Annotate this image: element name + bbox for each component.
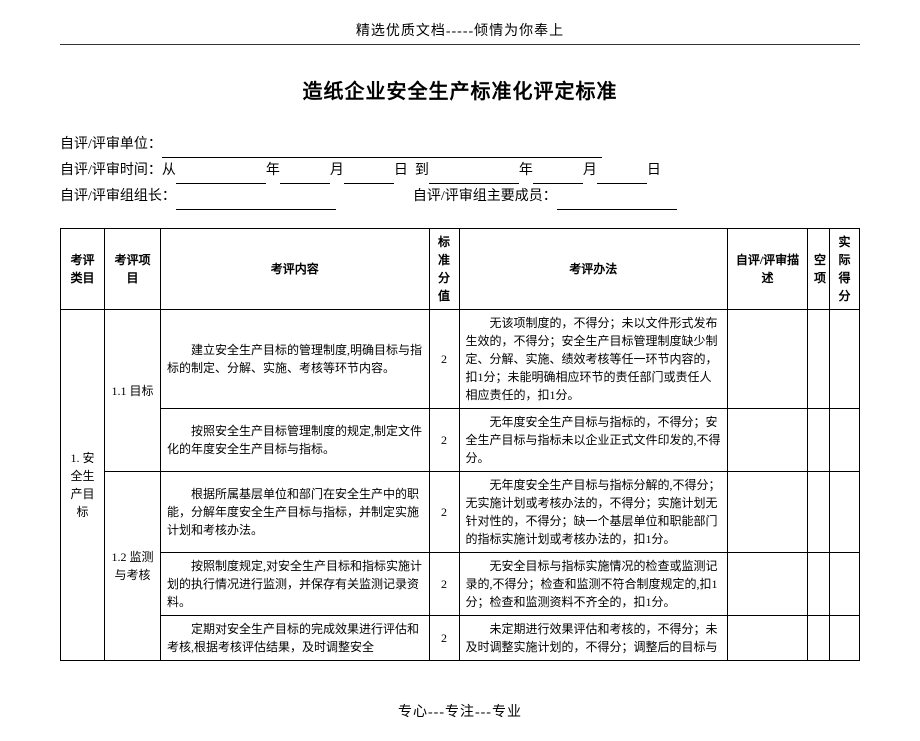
cell-content: 按照制度规定,对安全生产目标和指标实施计划的执行情况进行监测，并保存有关监测记录…: [161, 553, 430, 616]
year1: 年: [266, 163, 280, 178]
cell-desc: [728, 553, 808, 616]
cell-empty: [808, 616, 830, 661]
cell-actual: [830, 409, 860, 472]
to-year-blank: [429, 165, 519, 184]
cell-actual: [830, 553, 860, 616]
cell-empty: [808, 310, 830, 409]
month2: 月: [583, 163, 597, 178]
page-footer: 专心---专注---专业: [60, 701, 860, 721]
cell-method: 未定期进行效果评估和考核的，不得分；未及时调整实施计划的，不得分；调整后的目标与: [459, 616, 728, 661]
time-label: 自评/评审时间：从: [60, 163, 176, 178]
h-empty: 空项: [808, 229, 830, 310]
leader-blank: [176, 191, 336, 210]
h-category: 考评类目: [61, 229, 105, 310]
cell-desc: [728, 472, 808, 553]
cell-empty: [808, 409, 830, 472]
cell-score: 2: [429, 472, 459, 553]
day2: 日: [647, 163, 661, 178]
cell-method: 无年度安全生产目标与指标的，不得分；安全生产目标与指标未以企业正式文件印发的,不…: [459, 409, 728, 472]
table-row: 定期对安全生产目标的完成效果进行评估和考核,根据考核评估结果，及时调整安全 2 …: [61, 616, 860, 661]
h-desc: 自评/评审描述: [728, 229, 808, 310]
h-content: 考评内容: [161, 229, 430, 310]
members-blank: [557, 191, 677, 210]
cell-actual: [830, 472, 860, 553]
h-actual: 实际得分: [830, 229, 860, 310]
cell-item-2: 1.2 监测与考核: [105, 472, 161, 661]
table-row: 按照制度规定,对安全生产目标和指标实施计划的执行情况进行监测，并保存有关监测记录…: [61, 553, 860, 616]
table-row: 1. 安全生产目标 1.1 目标 建立安全生产目标的管理制度,明确目标与指标的制…: [61, 310, 860, 409]
cell-empty: [808, 472, 830, 553]
cell-score: 2: [429, 310, 459, 409]
month1: 月: [330, 163, 344, 178]
cell-empty: [808, 553, 830, 616]
cell-content: 按照安全生产目标管理制度的规定,制定文件化的年度安全生产目标与指标。: [161, 409, 430, 472]
cell-score: 2: [429, 409, 459, 472]
cell-method: 无年度安全生产目标与指标分解的,不得分；无实施计划或考核办法的，不得分；实施计划…: [459, 472, 728, 553]
from-month-blank: [280, 165, 330, 184]
cell-method: 无该项制度的，不得分；未以文件形式发布生效的，不得分；安全生产目标管理制度缺少制…: [459, 310, 728, 409]
h-score: 标准分值: [429, 229, 459, 310]
year2: 年: [519, 163, 533, 178]
cell-desc: [728, 310, 808, 409]
table-row: 按照安全生产目标管理制度的规定,制定文件化的年度安全生产目标与指标。 2 无年度…: [61, 409, 860, 472]
cell-actual: [830, 616, 860, 661]
from-day-blank: [344, 165, 394, 184]
cell-desc: [728, 409, 808, 472]
table-row: 1.2 监测与考核 根据所属基层单位和部门在安全生产中的职能，分解年度安全生产目…: [61, 472, 860, 553]
top-header: 精选优质文档-----倾情为你奉上: [60, 20, 860, 44]
cell-item-1: 1.1 目标: [105, 310, 161, 472]
cell-actual: [830, 310, 860, 409]
form-lines: 自评/评审单位： 自评/评审时间：从 年 月 日 到 年 月 日 自评/评审组组长： 自评/…: [60, 132, 860, 210]
cell-score: 2: [429, 553, 459, 616]
cell-category: 1. 安全生产目标: [61, 310, 105, 661]
to-day-blank: [597, 165, 647, 184]
cell-content: 建立安全生产目标的管理制度,明确目标与指标的制定、分解、实施、考核等环节内容。: [161, 310, 430, 409]
day1: 日: [394, 163, 408, 178]
cell-score: 2: [429, 616, 459, 661]
unit-blank: [162, 139, 602, 158]
cell-desc: [728, 616, 808, 661]
top-rule: [60, 44, 860, 45]
to-month-blank: [533, 165, 583, 184]
from-year-blank: [176, 165, 266, 184]
h-method: 考评办法: [459, 229, 728, 310]
evaluation-table: 考评类目 考评项目 考评内容 标准分值 考评办法 自评/评审描述 空项 实际得分…: [60, 228, 860, 661]
to-label: 到: [415, 163, 429, 178]
cell-content: 定期对安全生产目标的完成效果进行评估和考核,根据考核评估结果，及时调整安全: [161, 616, 430, 661]
leader-label: 自评/评审组组长：: [60, 189, 176, 204]
page-title: 造纸企业安全生产标准化评定标准: [60, 75, 860, 104]
cell-content: 根据所属基层单位和部门在安全生产中的职能，分解年度安全生产目标与指标，并制定实施…: [161, 472, 430, 553]
h-item: 考评项目: [105, 229, 161, 310]
table-header-row: 考评类目 考评项目 考评内容 标准分值 考评办法 自评/评审描述 空项 实际得分: [61, 229, 860, 310]
cell-method: 无安全目标与指标实施情况的检查或监测记录的,不得分；检查和监测不符合制度规定的,…: [459, 553, 728, 616]
members-label: 自评/评审组主要成员：: [413, 189, 557, 204]
unit-label: 自评/评审单位：: [60, 137, 162, 152]
